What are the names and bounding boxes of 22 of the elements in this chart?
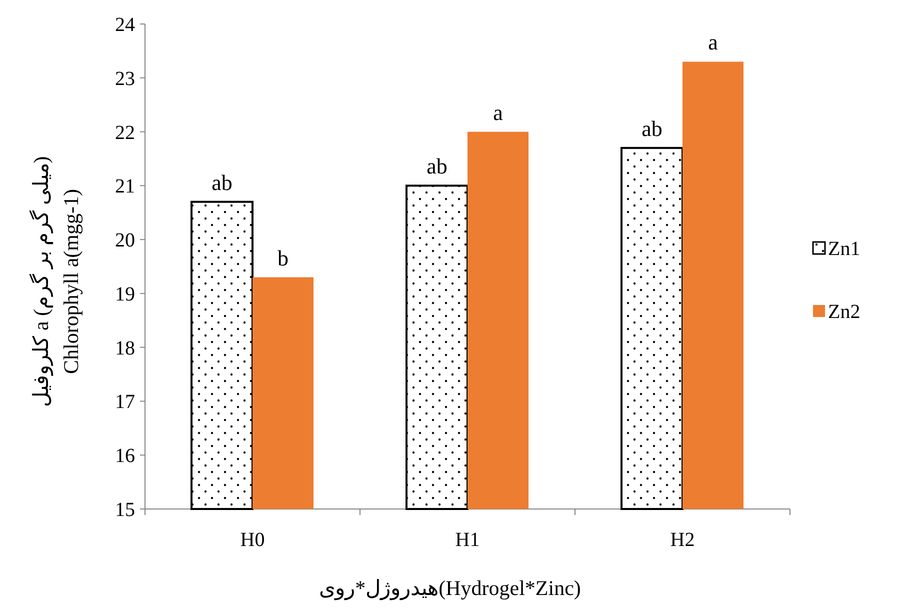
y-tick-label: 22 [115, 122, 135, 144]
y-tick-label: 17 [115, 391, 135, 414]
data-label: a [708, 30, 718, 55]
x-axis-title: هیدروژل*روی(Hydrogel*Zinc) [319, 576, 581, 601]
data-label: ab [642, 116, 662, 141]
y-tick-label: 15 [115, 499, 135, 521]
y-tick-label: 18 [115, 337, 135, 360]
y-tick-label: 21 [115, 176, 135, 198]
x-tick-label: H2 [670, 529, 695, 551]
x-tick-label: H1 [455, 529, 480, 551]
x-tick-label: H0 [240, 529, 265, 551]
y-tick-label: 19 [115, 283, 135, 306]
data-label: ab [212, 170, 232, 195]
y-tick-label: 24 [115, 14, 135, 36]
data-label: a [493, 100, 504, 125]
y-tick-label: 20 [115, 230, 135, 252]
data-label: ab [426, 154, 448, 179]
data-label: b [278, 245, 288, 270]
y-tick-label: 23 [115, 68, 135, 90]
y-tick-label: 16 [115, 445, 135, 468]
legend-label: Zn2 [828, 301, 860, 323]
legend-label: Zn1 [828, 238, 860, 260]
